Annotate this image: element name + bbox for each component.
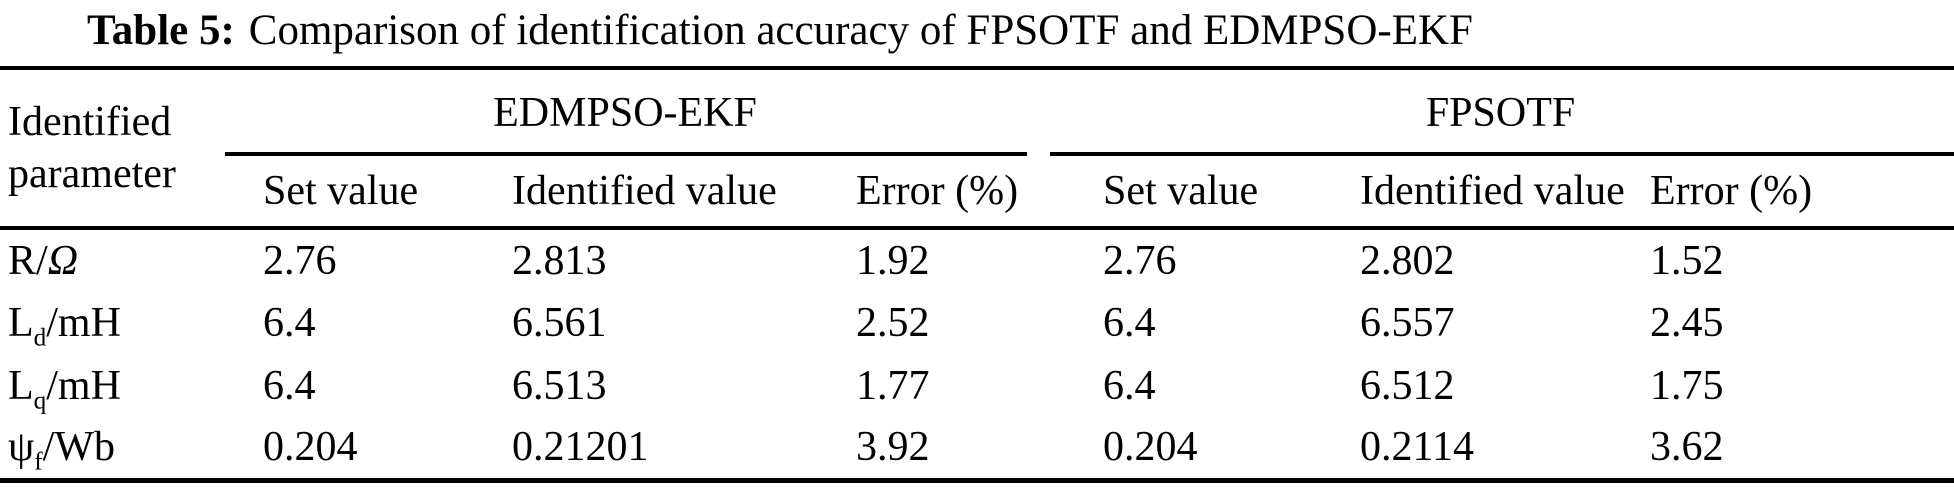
- comparison-table: Identified parameter EDMPSO-EKF FPSOTF S…: [0, 66, 1954, 483]
- value-cell: 6.513: [512, 362, 607, 409]
- param-subscript: f: [34, 448, 43, 476]
- table-caption-number: Table 5:: [87, 7, 235, 54]
- sub-header-error-edmpso: Error (%): [856, 156, 1104, 230]
- param-base: L: [8, 362, 34, 409]
- param-base: R: [8, 237, 37, 284]
- param-unit: Wb: [54, 424, 116, 471]
- value-cell: 6.512: [1360, 362, 1455, 409]
- group-header-edmpso-ekf: EDMPSO-EKF: [224, 68, 1103, 156]
- value-cell: 6.4: [1103, 362, 1156, 409]
- value-cell: 6.4: [263, 362, 316, 409]
- value-cell: 2.802: [1360, 237, 1455, 284]
- param-separator: /: [36, 237, 48, 284]
- param-separator: /: [46, 299, 58, 346]
- value-cell: 0.21201: [512, 424, 649, 471]
- column-header-identified-parameter: Identified parameter: [0, 68, 263, 230]
- param-base: L: [8, 299, 34, 346]
- value-cell: 2.76: [1103, 237, 1177, 284]
- parameter-label: Lq/mH: [0, 354, 263, 417]
- table-row-flux-linkage: ψf/Wb 0.204 0.21201 3.92 0.204 0.2114 3.…: [0, 417, 1954, 480]
- value-cell: 0.2114: [1360, 424, 1474, 471]
- parameter-label: Ld/mH: [0, 291, 263, 354]
- table-row-resistance: R/Ω 2.76 2.813 1.92 2.76 2.802 1.52: [0, 228, 1954, 291]
- value-cell: 3.92: [856, 424, 930, 471]
- value-cell: 6.4: [263, 299, 316, 346]
- parameter-label: R/Ω: [0, 228, 263, 291]
- value-cell: 3.62: [1650, 424, 1724, 471]
- value-cell: 2.45: [1650, 299, 1724, 346]
- value-cell: 1.75: [1650, 362, 1724, 409]
- value-cell: 1.92: [856, 237, 930, 284]
- sub-header-error-fpsotf: Error (%): [1650, 156, 1954, 230]
- group-header-fpsotf: FPSOTF: [1050, 68, 1954, 156]
- parameter-label: ψf/Wb: [0, 417, 263, 480]
- group-header-row: Identified parameter EDMPSO-EKF FPSOTF: [0, 68, 1954, 230]
- table-caption-title: Comparison of identification accuracy of…: [248, 7, 1473, 54]
- sub-header-row: Set value Identified value Error (%) Set…: [0, 156, 1954, 230]
- value-cell: 1.52: [1650, 237, 1724, 284]
- param-separator: /: [46, 362, 58, 409]
- table-row-inductance-q: Lq/mH 6.4 6.513 1.77 6.4 6.512 1.75: [0, 354, 1954, 417]
- sub-header-identified-value-edmpso: Identified value: [512, 156, 856, 230]
- sub-header-set-value-edmpso: Set value: [263, 156, 512, 230]
- value-cell: 0.204: [263, 424, 358, 471]
- param-base: ψ: [8, 424, 35, 471]
- value-cell: 6.561: [512, 299, 607, 346]
- value-cell: 6.4: [1103, 299, 1156, 346]
- table-caption: Table 5: Comparison of identification acc…: [0, 0, 1560, 66]
- value-cell: 2.76: [263, 237, 337, 284]
- sub-header-identified-value-fpsotf: Identified value: [1360, 156, 1651, 230]
- value-cell: 1.77: [856, 362, 930, 409]
- param-subscript: q: [33, 386, 47, 414]
- param-separator: /: [42, 424, 55, 471]
- param-symbol-italic: Ω: [47, 237, 79, 284]
- table-row-inductance-d: Ld/mH 6.4 6.561 2.52 6.4 6.557 2.45: [0, 291, 1954, 354]
- value-cell: 6.557: [1360, 299, 1455, 346]
- value-cell: 2.813: [512, 237, 607, 284]
- value-cell: 2.52: [856, 299, 930, 346]
- sub-header-set-value-fpsotf: Set value: [1103, 156, 1361, 230]
- param-subscript: d: [33, 323, 47, 351]
- param-unit: mH: [57, 362, 121, 409]
- value-cell: 0.204: [1103, 424, 1198, 471]
- param-unit: mH: [57, 299, 121, 346]
